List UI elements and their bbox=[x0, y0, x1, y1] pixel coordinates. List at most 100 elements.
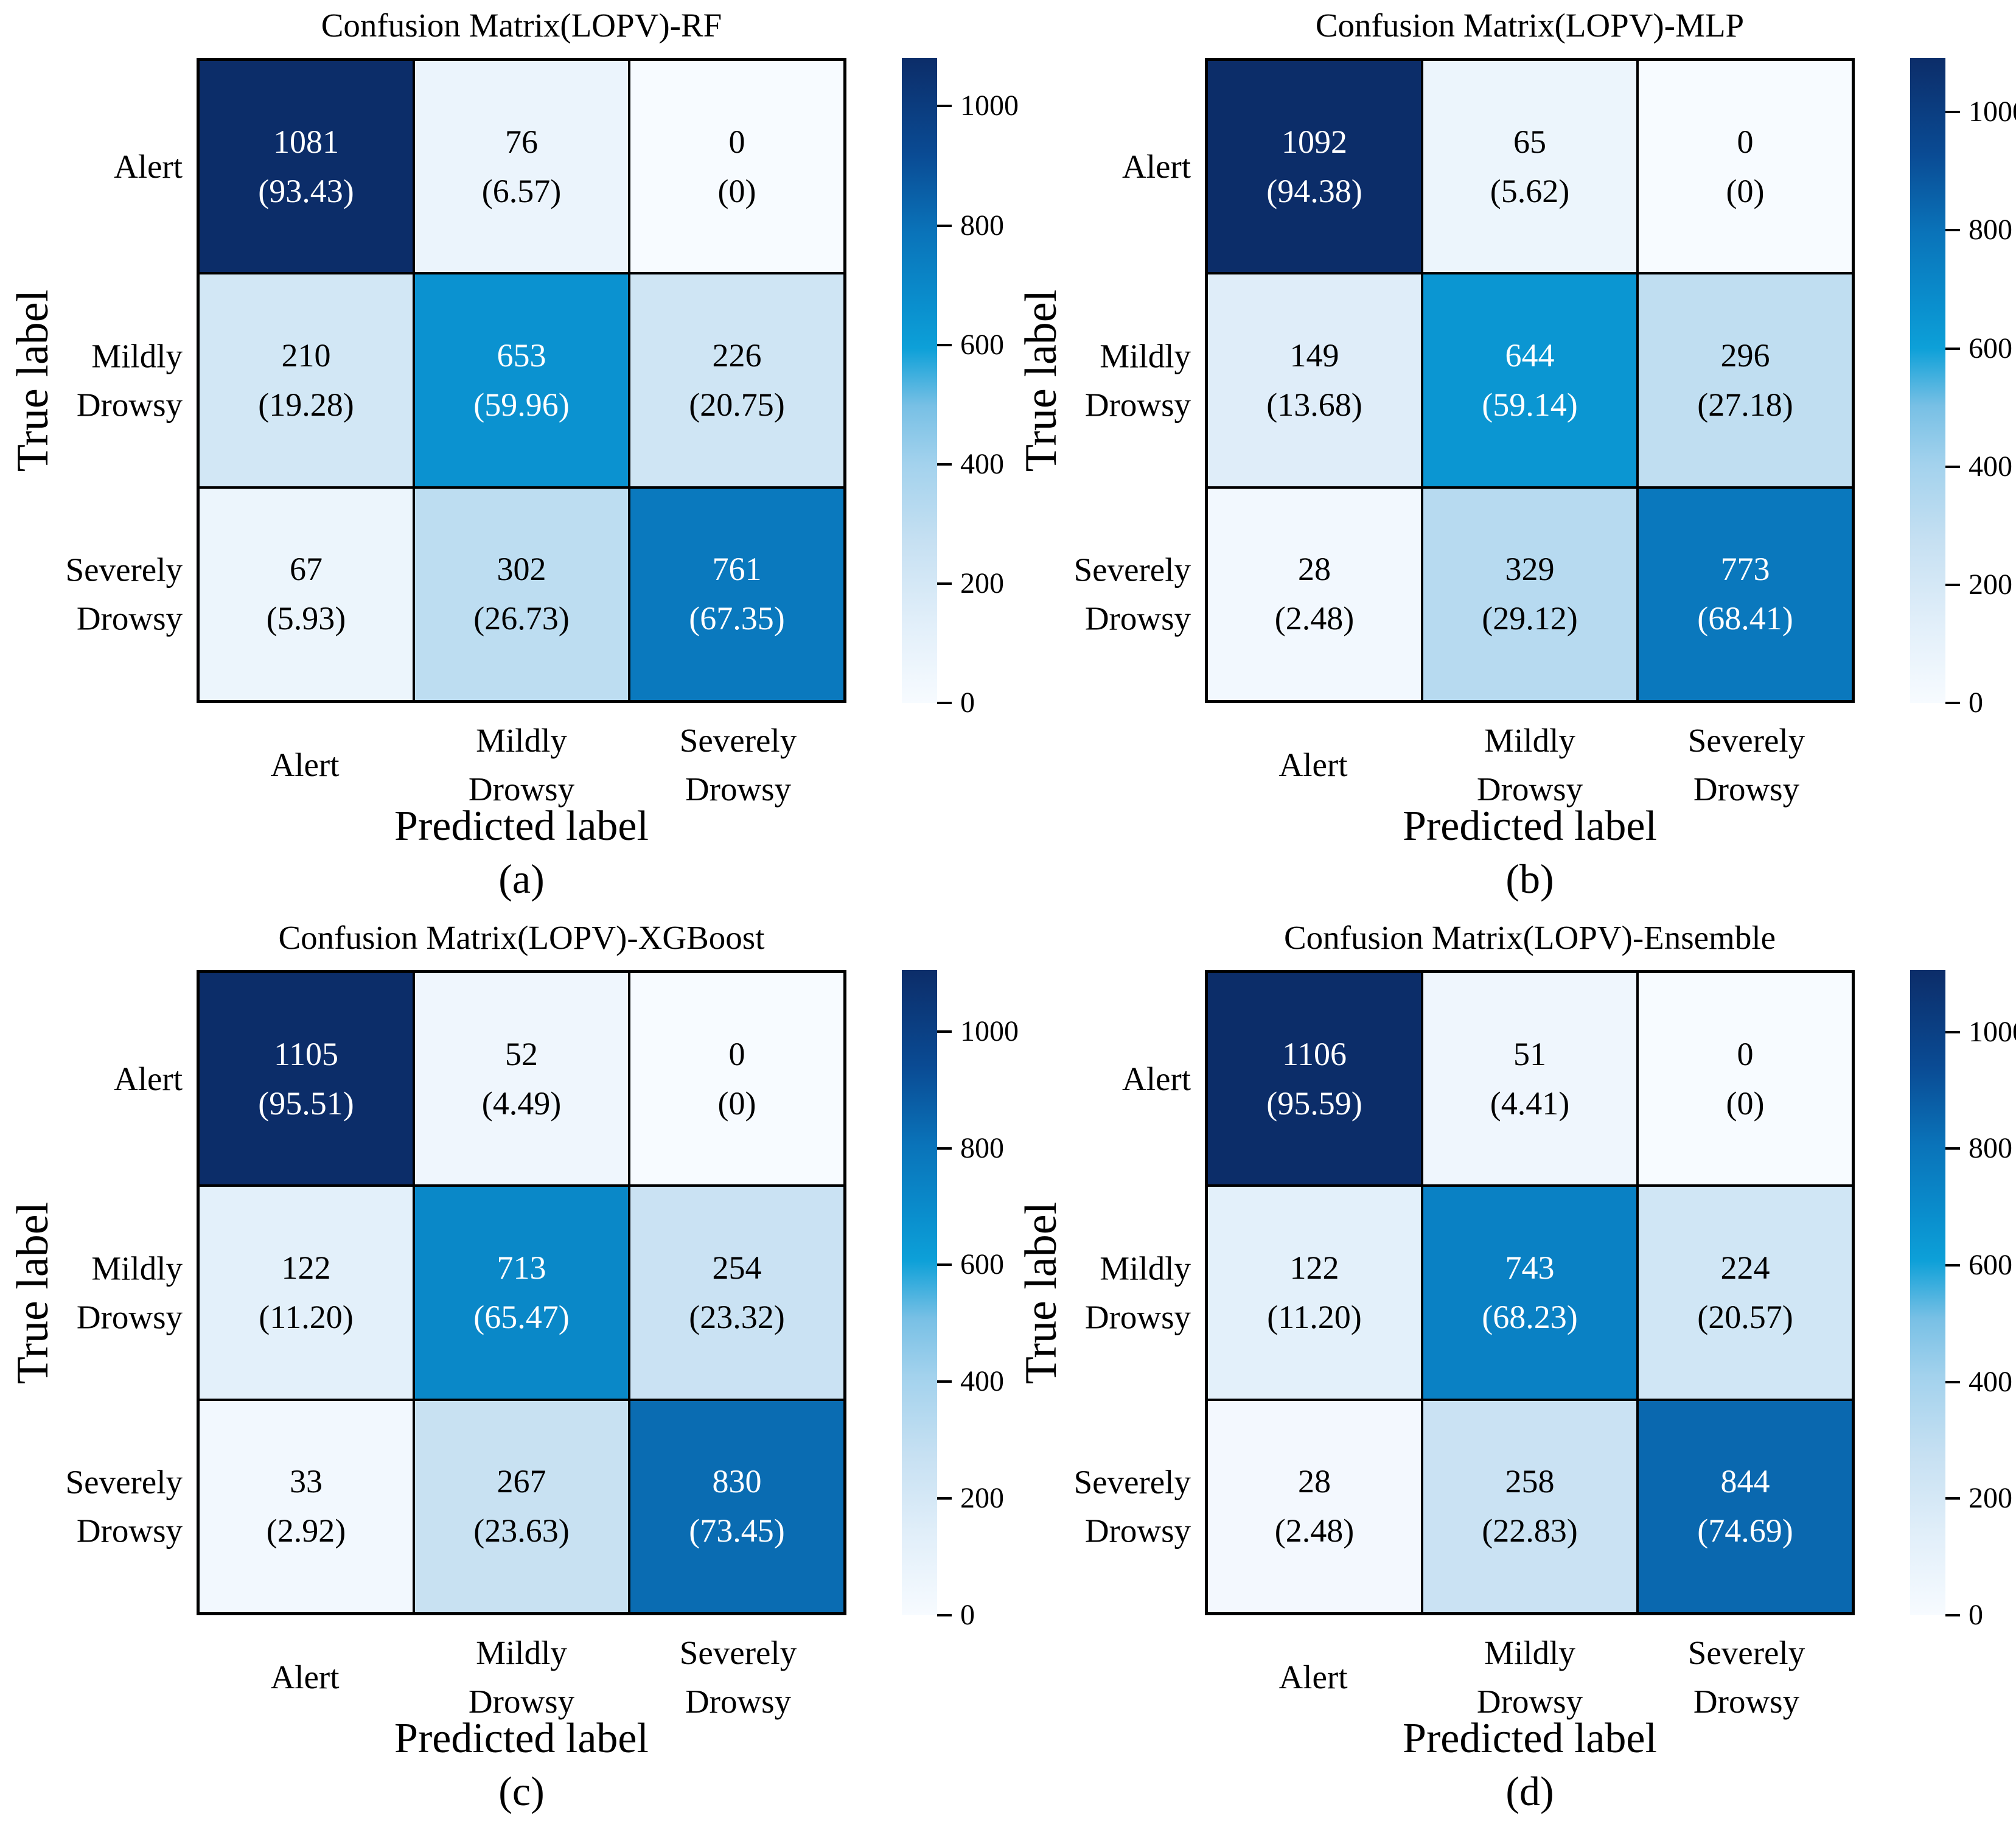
heatmap-cell: 28 (2.48) bbox=[1208, 1400, 1421, 1612]
colorbar-tick-mark bbox=[1945, 347, 1960, 350]
col-label: Severely Drowsy bbox=[1638, 713, 1855, 817]
panel-caption: (a) bbox=[498, 856, 545, 902]
colorbar-tick-label: 800 bbox=[1969, 1132, 2012, 1165]
colorbar-tick-mark bbox=[1945, 1614, 1960, 1616]
colorbar-gradient bbox=[902, 58, 937, 703]
colorbar-tick-label: 400 bbox=[960, 1365, 1004, 1398]
row-label-line: Alert bbox=[113, 148, 183, 186]
heatmap-cell: 0 (0) bbox=[630, 973, 843, 1185]
heatmap-cell: 1105 (95.51) bbox=[200, 973, 413, 1185]
heatmap-grid: 1106 (95.59) 51 (4.41) 0 (0) 122 (11.20) 743 (68.… bbox=[1205, 970, 1855, 1615]
colorbar-tick-label: 200 bbox=[960, 567, 1004, 599]
cell-count: 67 bbox=[290, 551, 323, 588]
colorbar-tick-label: 0 bbox=[960, 687, 975, 719]
row-label: Severely Drowsy bbox=[1008, 545, 1191, 643]
heatmap-cell: 1081 (93.43) bbox=[200, 61, 413, 273]
colorbar-tick-mark bbox=[1945, 1380, 1960, 1383]
colorbar-gradient bbox=[1910, 970, 1945, 1615]
cell-count: 122 bbox=[281, 1249, 331, 1286]
heatmap-cell: 296 (27.18) bbox=[1639, 274, 1852, 486]
cell-count: 33 bbox=[290, 1463, 323, 1500]
colorbar-tick-label: 200 bbox=[960, 1482, 1004, 1515]
cell-count: 122 bbox=[1289, 1249, 1339, 1286]
cell-percent: (59.14) bbox=[1482, 386, 1578, 423]
cell-count: 302 bbox=[497, 551, 546, 588]
row-label: Mildly Drowsy bbox=[1008, 1244, 1191, 1341]
heatmap-cell: 122 (11.20) bbox=[1208, 1187, 1421, 1399]
colorbar-tick-label: 600 bbox=[960, 328, 1004, 361]
heatmap-cell: 210 (19.28) bbox=[200, 274, 413, 486]
col-label-line: Drowsy bbox=[1693, 1683, 1800, 1720]
colorbar-tick-label: 600 bbox=[1969, 1248, 2012, 1281]
cell-count: 830 bbox=[712, 1463, 762, 1500]
row-label-line: Drowsy bbox=[1084, 1298, 1191, 1335]
cell-percent: (23.32) bbox=[689, 1298, 785, 1335]
col-label-line: Alert bbox=[270, 746, 340, 784]
colorbar-tick-mark bbox=[937, 1614, 952, 1616]
cell-percent: (0) bbox=[717, 1085, 756, 1122]
row-label-line: Mildly bbox=[91, 1249, 183, 1287]
col-label-line: Alert bbox=[1278, 746, 1348, 784]
col-label-line: Drowsy bbox=[1693, 770, 1800, 808]
col-label-line: Drowsy bbox=[685, 770, 792, 808]
cell-percent: (74.69) bbox=[1697, 1512, 1793, 1550]
heatmap-cell: 254 (23.32) bbox=[630, 1187, 843, 1399]
heatmap-cell: 773 (68.41) bbox=[1639, 488, 1852, 700]
col-label: Mildly Drowsy bbox=[1421, 1626, 1638, 1729]
row-label: Alert bbox=[0, 1055, 183, 1103]
row-label-line: Drowsy bbox=[1084, 599, 1191, 637]
heatmap-cell: 51 (4.41) bbox=[1423, 973, 1636, 1185]
row-label: Severely Drowsy bbox=[1008, 1458, 1191, 1555]
colorbar-tick-mark bbox=[1945, 1263, 1960, 1267]
colorbar-tick-label: 800 bbox=[960, 209, 1004, 242]
panel-caption: (b) bbox=[1505, 856, 1554, 902]
cell-percent: (68.41) bbox=[1697, 600, 1793, 637]
colorbar: 0 200 400 600 800 1000 bbox=[1910, 58, 2016, 718]
cell-percent: (68.23) bbox=[1482, 1298, 1578, 1335]
colorbar-tick-label: 400 bbox=[1969, 450, 2012, 483]
panel-title: Confusion Matrix(LOPV)-RF bbox=[321, 7, 722, 44]
colorbar-tick-mark bbox=[937, 343, 952, 346]
cell-percent: (0) bbox=[1726, 172, 1765, 209]
cell-percent: (29.12) bbox=[1482, 600, 1578, 637]
cell-percent: (0) bbox=[717, 172, 756, 209]
cell-percent: (6.57) bbox=[481, 172, 562, 209]
cell-percent: (59.96) bbox=[473, 386, 570, 423]
cell-count: 1106 bbox=[1282, 1035, 1347, 1072]
panel-d: Confusion Matrix(LOPV)-Ensemble True labe… bbox=[1008, 912, 2016, 1824]
cell-count: 28 bbox=[1298, 551, 1331, 588]
cell-count: 773 bbox=[1720, 551, 1770, 588]
panel-caption: (c) bbox=[498, 1768, 545, 1814]
cell-percent: (67.35) bbox=[689, 600, 785, 637]
row-label-line: Severely bbox=[65, 1463, 183, 1501]
cell-count: 0 bbox=[1737, 123, 1754, 160]
row-label-line: Alert bbox=[1121, 1060, 1191, 1098]
heatmap-cell: 1106 (95.59) bbox=[1208, 973, 1421, 1185]
row-label-line: Severely bbox=[1073, 551, 1191, 589]
heatmap-cell: 224 (20.57) bbox=[1639, 1187, 1852, 1399]
heatmap-cell: 644 (59.14) bbox=[1423, 274, 1636, 486]
heatmap-cell: 0 (0) bbox=[1639, 61, 1852, 273]
row-label-line: Drowsy bbox=[1084, 1512, 1191, 1549]
cell-percent: (95.59) bbox=[1266, 1085, 1362, 1122]
col-label: Severely Drowsy bbox=[1638, 1626, 1855, 1729]
heatmap-cell: 844 (74.69) bbox=[1639, 1400, 1852, 1612]
cell-count: 224 bbox=[1720, 1249, 1770, 1286]
colorbar-tick-label: 600 bbox=[960, 1248, 1004, 1281]
cell-percent: (20.75) bbox=[689, 386, 785, 423]
cell-count: 210 bbox=[281, 337, 331, 374]
col-label: Mildly Drowsy bbox=[413, 713, 630, 817]
heatmap-cell: 743 (68.23) bbox=[1423, 1187, 1636, 1399]
cell-count: 267 bbox=[497, 1463, 546, 1500]
row-label: Severely Drowsy bbox=[0, 545, 183, 643]
row-label-line: Mildly bbox=[91, 337, 183, 375]
cell-count: 653 bbox=[497, 337, 546, 374]
col-label-line: Alert bbox=[270, 1658, 340, 1696]
cell-percent: (73.45) bbox=[689, 1512, 785, 1550]
panel-c: Confusion Matrix(LOPV)-XGBoost True label… bbox=[0, 912, 1019, 1824]
col-label-line: Drowsy bbox=[685, 1683, 792, 1720]
col-label-line: Mildly bbox=[476, 722, 567, 760]
colorbar-tick-mark bbox=[937, 702, 952, 704]
col-label: Alert bbox=[1205, 713, 1421, 817]
